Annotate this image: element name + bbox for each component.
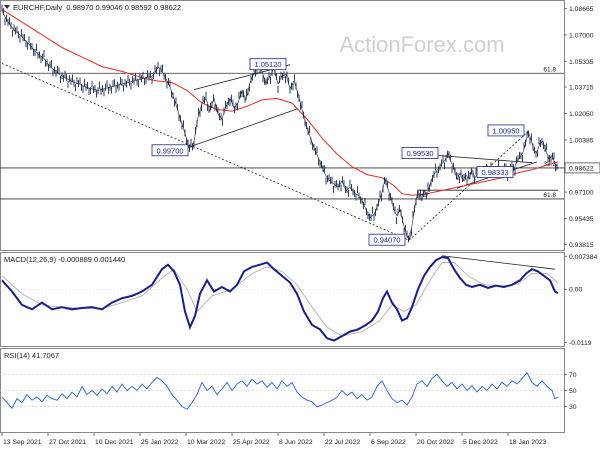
annotation-label: 0.99700	[156, 146, 183, 155]
axis-labels-layer: 1.08665 1.07000 1.05335 1.03715 1.02050 1.003…	[1, 6, 600, 446]
x-tick-label: 27 Oct 2021	[49, 439, 86, 446]
macd-tick-label: 0.007384	[569, 254, 598, 261]
y-tick-label: 0.95435	[569, 216, 594, 223]
y-tick-label: 1.05335	[569, 59, 594, 66]
price-line	[1, 10, 559, 242]
macd-plot-layer	[0, 255, 564, 342]
macd-tick-label: -0.0119	[569, 340, 592, 347]
rsi-line	[1, 371, 559, 410]
price-annotation: 0.99700	[151, 144, 189, 157]
annotation-label: 0.94070	[373, 236, 400, 245]
x-tick-label: 22 Jul 2022	[325, 439, 360, 446]
y-tick-label: 1.07000	[569, 32, 594, 39]
trendline	[189, 108, 299, 148]
y-tick-label: 1.02050	[569, 111, 594, 118]
x-tick-label: 18 Jan 2023	[509, 439, 547, 446]
trendline	[408, 131, 529, 241]
macd-header: MACD(12,26,9) -0.000889 0.001440	[4, 255, 125, 264]
y-tick-label: 1.03715	[569, 85, 594, 92]
annotation-box	[151, 144, 189, 157]
x-tick-label: 25 Apr 2022	[233, 439, 270, 446]
macd-line	[1, 256, 559, 342]
fib-level-label: 61.8	[543, 192, 556, 199]
macd-panel-frame	[0, 252, 565, 347]
price-annotation: 0.94070	[368, 233, 406, 246]
dropdown-arrow-icon[interactable]	[4, 5, 10, 9]
x-tick-label: 6 Sep 2022	[371, 439, 406, 446]
annotation-label: 0.99530	[406, 149, 433, 158]
macd-trendline	[441, 255, 556, 270]
annotation-box	[249, 58, 287, 71]
x-tick-label: 20 Oct 2022	[417, 439, 454, 446]
y-tick-label: 1.08665	[569, 6, 594, 13]
panel-headers: EURCHF,Daily 0.98970 0.99046 0.98592 0.9…	[4, 3, 181, 360]
y-tick-label: 1.00385	[569, 137, 594, 144]
price-annotation: 0.99530	[401, 147, 439, 159]
macd-signal-line	[1, 262, 559, 337]
annotation-label: 1.00950	[492, 126, 519, 135]
annotation-box	[401, 147, 439, 159]
annotation-label: 0.98333	[481, 168, 508, 177]
rsi-tick-label: 50	[569, 388, 577, 395]
x-tick-label: 13 Sep 2021	[3, 439, 42, 446]
x-tick-label: 10 Mar 2022	[187, 439, 225, 446]
y-tick-label: 0.97100	[569, 190, 594, 197]
trendline	[1, 63, 410, 241]
rsi-header: RSI(14) 41.7067	[4, 351, 59, 360]
rsi-plot-layer	[0, 371, 564, 410]
y-tick-label: 0.98622	[569, 165, 594, 172]
x-tick-label: 5 Dec 2022	[463, 439, 498, 446]
macd-tick-label: 0.00	[569, 287, 582, 294]
annotation-box	[368, 233, 406, 246]
price-header: EURCHF,Daily 0.98970 0.99046 0.98592 0.9…	[13, 3, 181, 12]
price-annotation: 0.98333	[476, 166, 514, 178]
watermark: ActionForex.com	[339, 32, 504, 57]
x-tick-label: 10 Dec 2021	[95, 439, 134, 446]
rsi-tick-label: 30	[569, 404, 577, 411]
price-annotation: 1.00950	[487, 124, 525, 137]
price-annotation: 1.05120	[249, 58, 287, 71]
moving-average-line	[1, 8, 559, 196]
current-price-box	[564, 162, 600, 174]
annotation-box	[487, 124, 525, 137]
y-tick-label: 0.93815	[569, 242, 594, 249]
fib-level-label: 61.8	[543, 66, 556, 73]
price-panel-frame	[0, 0, 565, 251]
annotation-box	[476, 166, 514, 178]
x-tick-label: 8 Jun 2022	[279, 439, 313, 446]
x-tick-label: 25 Jan 2022	[141, 439, 179, 446]
rsi-tick-label: 70	[569, 372, 577, 379]
trendline	[421, 153, 533, 164]
annotation-label: 1.05120	[254, 60, 281, 69]
